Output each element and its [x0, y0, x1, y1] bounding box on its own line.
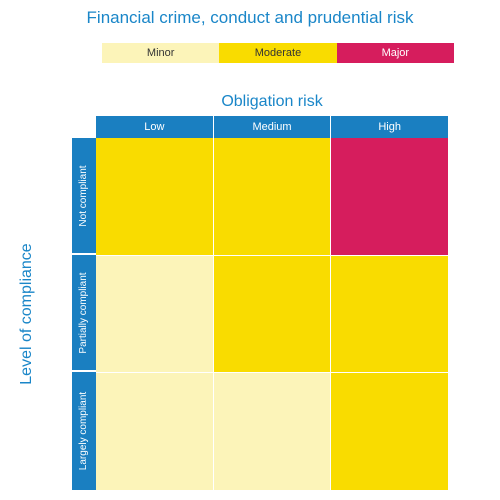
row-label-partially-compliant: Partially compliant: [78, 271, 89, 354]
matrix-cell-r1-c1-moderate: [96, 138, 213, 255]
column-headers: Low Medium High: [96, 116, 449, 138]
x-axis-title: Obligation risk: [221, 93, 323, 110]
y-axis-title: Level of compliance: [18, 243, 35, 385]
row-header-largely-compliant: Largely compliant: [72, 372, 96, 490]
column-header-high: High: [331, 116, 449, 138]
legend-major: Major: [336, 43, 454, 63]
legend-moderate: Moderate: [219, 43, 337, 63]
matrix-cell-r2-c2-moderate: [213, 255, 331, 373]
matrix-cell-r2-c3-moderate: [331, 255, 448, 373]
column-header-low: Low: [96, 116, 214, 138]
legend-minor: Minor: [102, 43, 220, 63]
row-label-largely-compliant: Largely compliant: [78, 391, 89, 471]
matrix-cell-r2-c1-minor: [96, 255, 213, 373]
diagram-title: Financial crime, conduct and prudential …: [86, 8, 414, 27]
column-header-medium: Medium: [213, 116, 332, 138]
row-header-partially-compliant: Partially compliant: [72, 255, 96, 371]
severity-legend: Minor Moderate Major: [102, 43, 454, 63]
matrix-cell-r3-c1-minor: [96, 373, 213, 490]
row-label-not-compliant: Not compliant: [78, 164, 89, 227]
matrix-cell-r3-c2-minor: [213, 373, 331, 490]
row-headers: Not compliant Partially compliant Largel…: [72, 138, 96, 490]
row-header-not-compliant: Not compliant: [72, 138, 96, 254]
matrix-cell-r3-c3-moderate: [331, 373, 448, 490]
risk-grid: [96, 138, 448, 490]
matrix-cell-r1-c2-moderate: [213, 138, 331, 255]
matrix-cell-r1-c3-major: [331, 138, 448, 255]
